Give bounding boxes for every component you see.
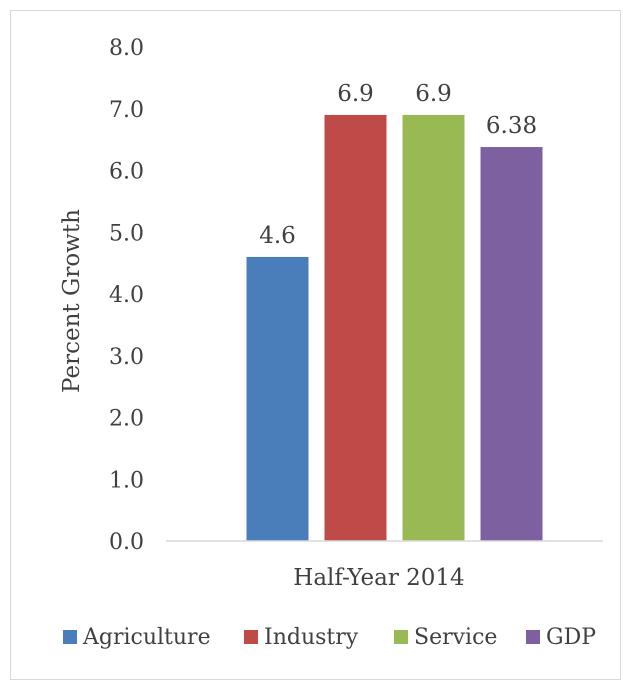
legend: Agriculture Industry Service GDP <box>63 625 596 650</box>
bars <box>246 114 543 542</box>
data-label-gdp: 6.38 <box>486 113 537 139</box>
data-label-service: 6.9 <box>415 81 452 107</box>
y-tick-label: 7.0 <box>109 98 144 123</box>
bar-service <box>402 114 465 542</box>
y-tick-label: 1.0 <box>109 468 144 493</box>
y-axis-title: Percent Growth <box>59 209 85 393</box>
y-tick-label: 3.0 <box>109 345 144 370</box>
chart-frame: 0.0 1.0 2.0 3.0 4.0 5.0 6.0 7.0 8.0 4.6 6.9 6.9 6.3… <box>10 10 621 680</box>
y-tick-label: 5.0 <box>109 221 144 246</box>
bar-industry <box>324 114 387 542</box>
legend-label-service: Service <box>414 625 497 650</box>
legend-label-gdp: GDP <box>546 625 596 650</box>
y-tick-label: 4.0 <box>109 283 144 308</box>
legend-swatch-service <box>394 630 408 644</box>
bar-agriculture <box>246 256 309 541</box>
bar-gdp <box>480 147 543 541</box>
y-tick-label: 2.0 <box>109 407 144 432</box>
legend-swatch-industry <box>244 630 258 644</box>
legend-label-agriculture: Agriculture <box>82 625 211 650</box>
x-axis-title: Half-Year 2014 <box>293 565 464 591</box>
legend-swatch-gdp <box>526 630 540 644</box>
data-label-industry: 6.9 <box>337 81 374 107</box>
y-tick-label: 6.0 <box>109 160 144 185</box>
data-labels: 4.6 6.9 6.9 6.38 <box>259 81 537 249</box>
y-axis-ticks: 0.0 1.0 2.0 3.0 4.0 5.0 6.0 7.0 8.0 <box>109 36 144 555</box>
data-label-agriculture: 4.6 <box>259 223 296 249</box>
legend-swatch-agriculture <box>63 630 77 644</box>
y-tick-label: 0.0 <box>109 530 144 555</box>
y-tick-label: 8.0 <box>109 36 144 61</box>
legend-label-industry: Industry <box>264 625 359 650</box>
bar-chart: 0.0 1.0 2.0 3.0 4.0 5.0 6.0 7.0 8.0 4.6 6.9 6.9 6.3… <box>59 36 603 650</box>
